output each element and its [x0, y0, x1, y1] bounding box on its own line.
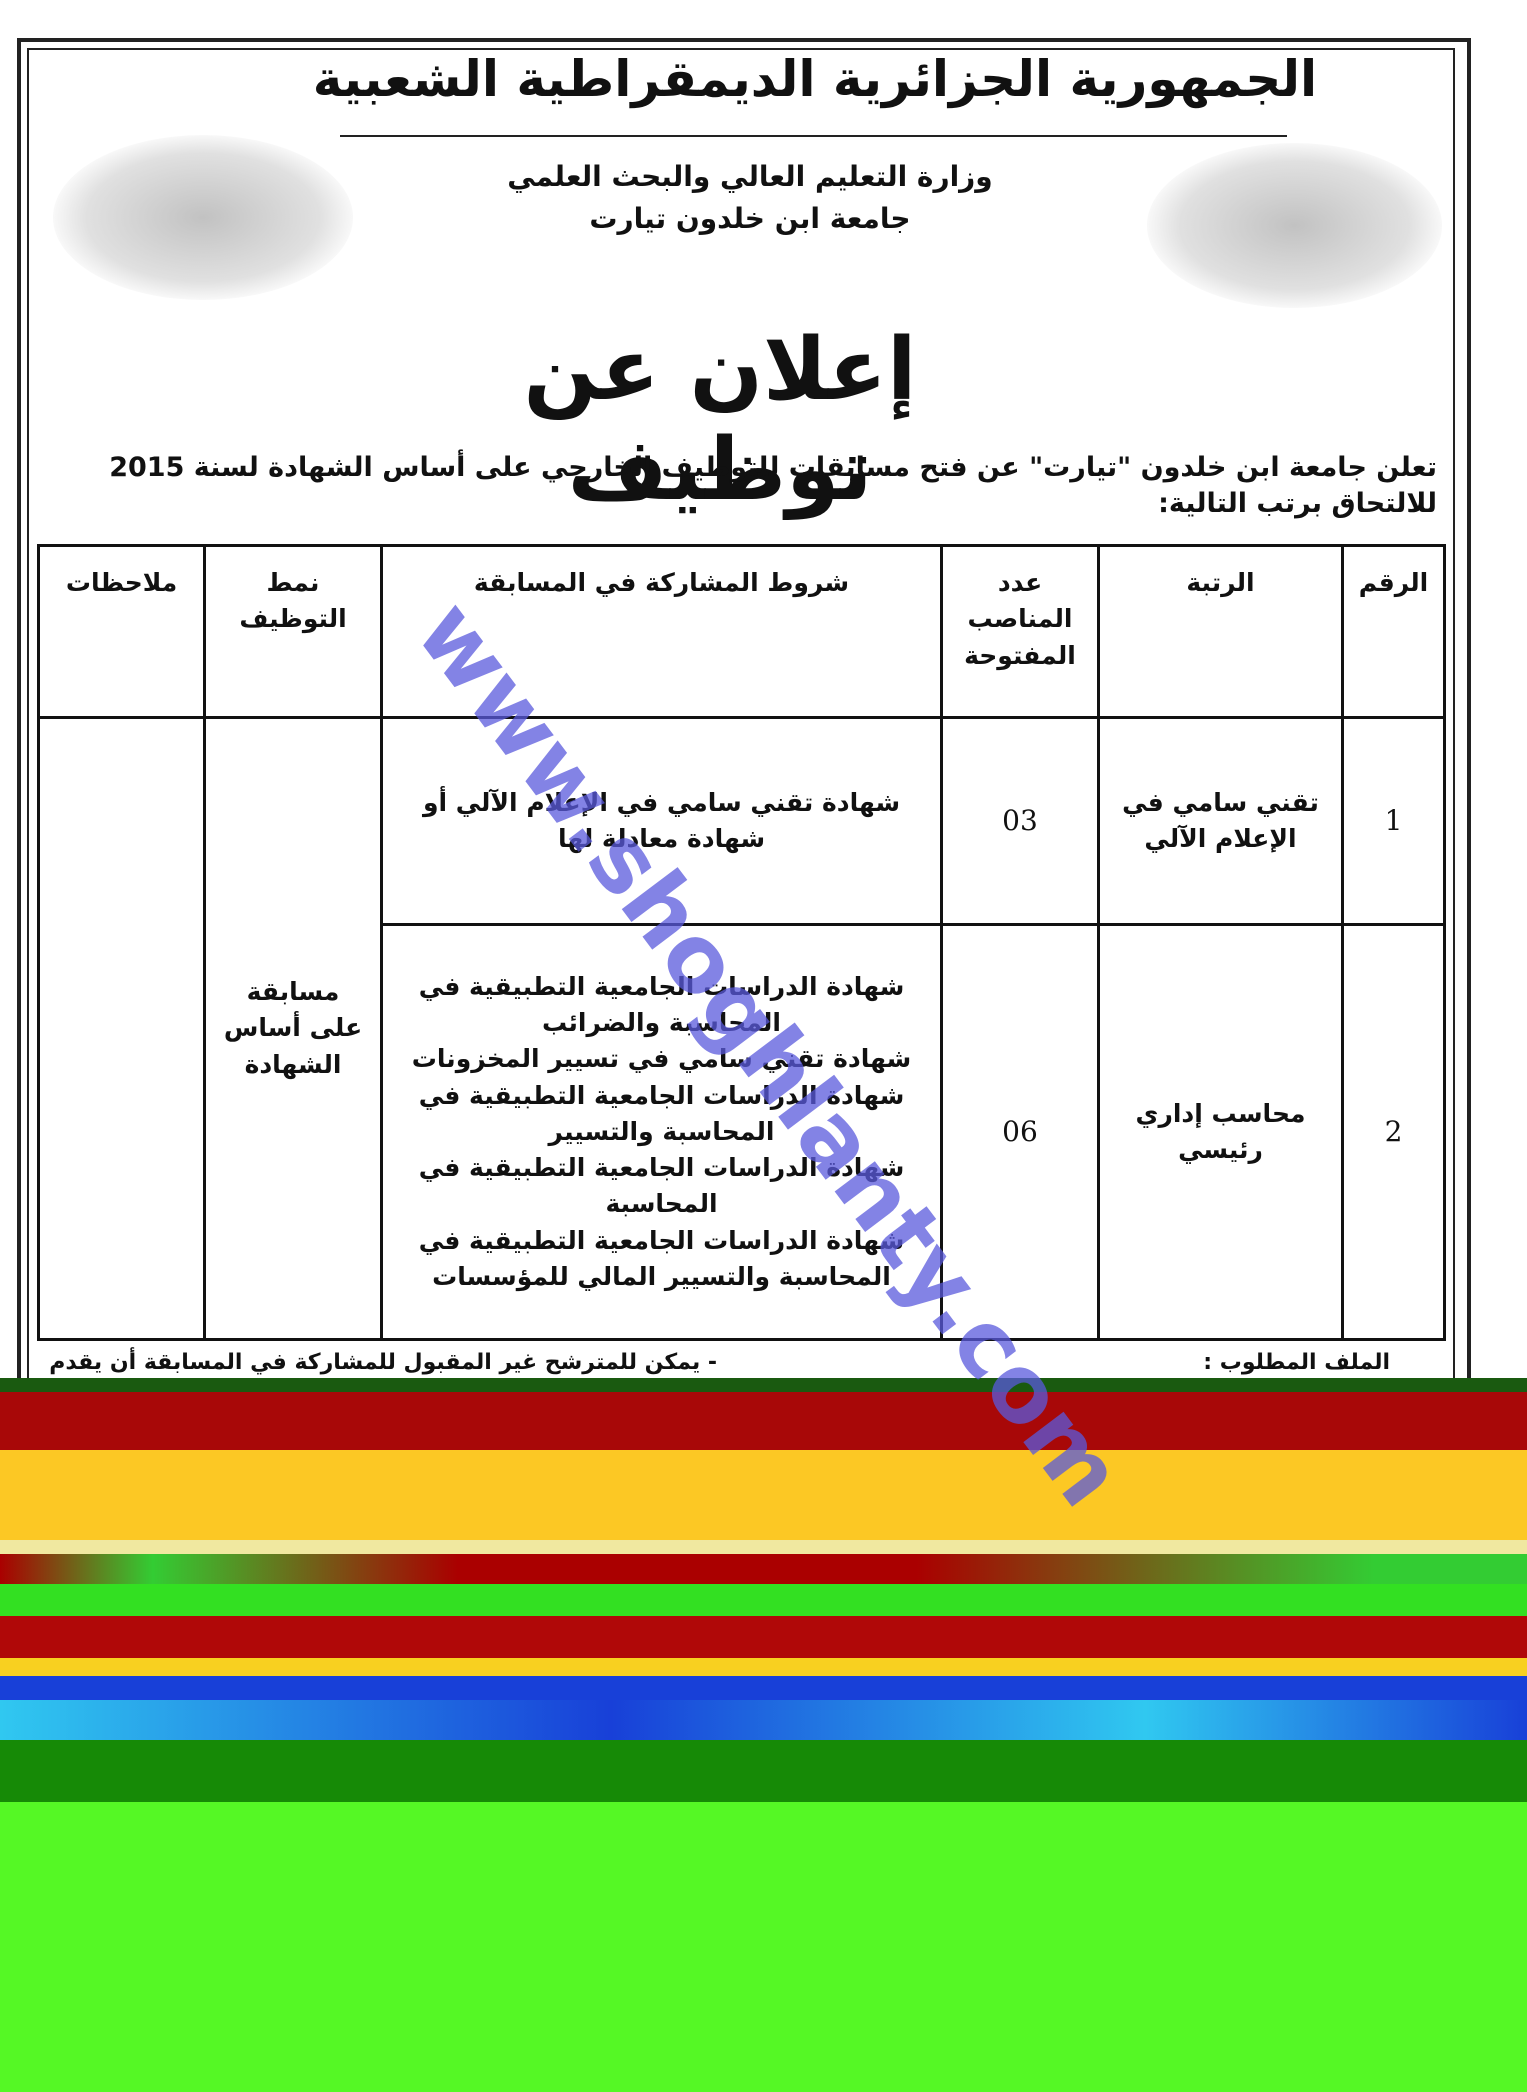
condition: شهادة الدراسات الجامعية التطبيقية في الم…: [418, 971, 905, 1038]
column-header: ملاحظات: [37, 544, 206, 719]
glitch-band: [0, 1700, 1527, 1740]
logo: [1147, 143, 1442, 308]
glitch-band: [0, 1802, 1527, 2092]
number: 2: [1341, 923, 1446, 1341]
glitch-band: [0, 1740, 1527, 1802]
column-header: الرتبة: [1097, 544, 1344, 719]
conditions: شهادة تقني سامي في الإعلام الآلي أو شهاد…: [380, 716, 943, 926]
column-header: نمط التوظيف: [203, 544, 383, 719]
announcement-title: إعلان عن توظيف: [523, 320, 917, 520]
republic: الجمهورية الجزائرية الديمقراطية الشعبية: [312, 50, 1318, 108]
condition: شهادة الدراسات الجامعية التطبيقية في الم…: [418, 1225, 905, 1291]
column-header: عدد المناصب المفتوحة: [940, 544, 1100, 719]
rule: [340, 135, 1287, 137]
note: - يمكن للمترشح غير المقبول للمشاركة في ا…: [49, 1350, 717, 1375]
condition: شهادة تقني سامي في تسيير المخزونات: [411, 1044, 912, 1074]
column-header: شروط المشاركة في المسابقة: [380, 544, 943, 719]
mode: مسابقة على أساس الشهادة: [203, 716, 383, 1341]
glitch-band: [0, 1676, 1527, 1700]
table: الرقم الرتبة عدد المناصب المفتوحة شروط ا…: [37, 544, 1446, 1341]
number: 1: [1341, 716, 1446, 926]
posts: 06: [940, 923, 1100, 1341]
glitch-band: [0, 1616, 1527, 1658]
logo: [53, 135, 353, 300]
glitch-band: [0, 1378, 1527, 1392]
outer-frame: [17, 38, 1471, 1422]
intro: تعلن جامعة ابن خلدون "تيارت" عن فتح مساب…: [109, 452, 1437, 520]
rank: محاسب إداري رئيسي: [1097, 923, 1344, 1341]
inner-frame: [27, 48, 1455, 1420]
glitch-band: [0, 1554, 1527, 1584]
file-heading: الملف المطلوب :: [1203, 1350, 1390, 1375]
posts: 03: [940, 716, 1100, 926]
notes: [37, 716, 206, 1341]
glitch-band: [0, 1450, 1527, 1540]
header-row: الرقم الرتبة عدد المناصب المفتوحة شروط ا…: [37, 544, 1446, 719]
column-header: الرقم: [1341, 544, 1446, 719]
glitch-band: [0, 1584, 1527, 1616]
glitch-band: [0, 1540, 1527, 1554]
condition: شهادة تقني سامي في الإعلام الآلي أو شهاد…: [422, 787, 901, 853]
university: جامعة ابن خلدون تيارت: [589, 202, 911, 235]
rank: تقني سامي في الإعلام الآلي: [1097, 716, 1344, 926]
row: 2 محاسب إداري رئيسي 06 شهادة الدراسات ال…: [39, 923, 1446, 1341]
conditions: شهادة الدراسات الجامعية التطبيقية في الم…: [380, 923, 943, 1341]
ministry: وزارة التعليم العالي والبحث العلمي: [507, 160, 993, 193]
glitch-band: [0, 1658, 1527, 1676]
glitch-band: [0, 1392, 1527, 1450]
row: 1 تقني سامي في الإعلام الآلي 03 شهادة تق…: [37, 716, 1446, 1341]
condition: شهادة الدراسات الجامعية التطبيقية في الم…: [418, 1080, 905, 1146]
condition: شهادة الدراسات الجامعية التطبيقية في الم…: [418, 1153, 905, 1219]
